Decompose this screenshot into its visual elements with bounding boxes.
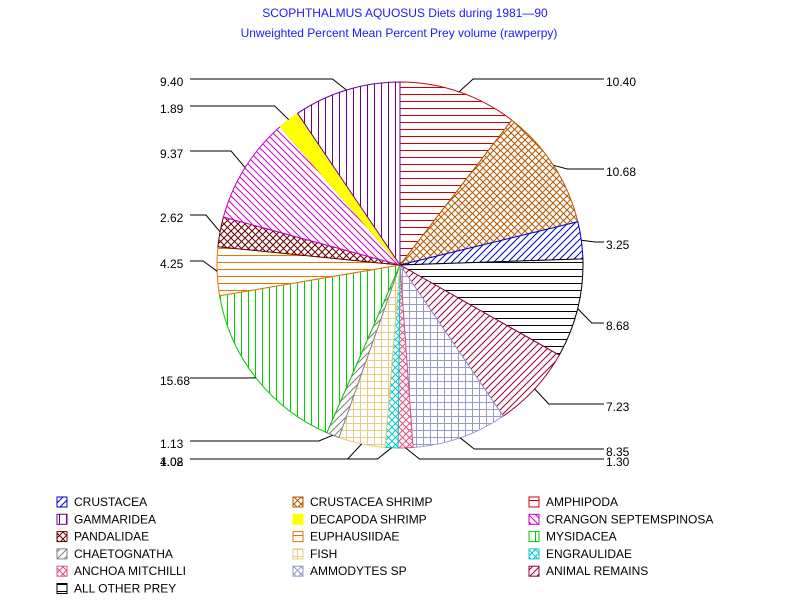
legend: CRUSTACEA CRUSTACEA SHRIMP AMPHIPODA GAMMAR… bbox=[56, 495, 713, 596]
legend-label-euphausiidae: EUPHAUSIIDAE bbox=[310, 530, 399, 544]
legend-swatch-animal-remains bbox=[528, 565, 540, 577]
legend-swatch-amphipoda bbox=[528, 496, 540, 508]
value-label-crangon-septemspinosa: 9.37 bbox=[160, 147, 184, 161]
value-label-ammodytes-sp: 8.35 bbox=[606, 445, 630, 459]
slice-leader-lines bbox=[190, 78, 604, 460]
leader-line-engraulidae bbox=[190, 447, 392, 460]
legend-label-chaetognatha: CHAETOGNATHA bbox=[74, 547, 173, 561]
leader-line-fish bbox=[190, 443, 363, 460]
slice-crustacea-shrimp bbox=[398, 119, 579, 266]
legend-swatch-gammaridea bbox=[56, 513, 68, 525]
legend-item-decapoda-shrimp: DECAPODA SHRIMP bbox=[292, 512, 427, 526]
legend-label-animal-remains: ANIMAL REMAINS bbox=[546, 564, 648, 578]
legend-swatch-decapoda-shrimp bbox=[292, 513, 304, 525]
legend-item-euphausiidae: EUPHAUSIIDAE bbox=[292, 530, 399, 544]
slice-value-labels: 10.40 10.68 3.25 8.68 7.23 8.351.30 1.084.02 1.… bbox=[160, 75, 636, 469]
legend-item-fish: FISH bbox=[292, 547, 337, 561]
legend-item-pandalidae: PANDALIDAE bbox=[56, 530, 149, 544]
value-label-crustacea: 3.25 bbox=[606, 238, 630, 252]
pie-slices bbox=[216, 81, 584, 449]
legend-swatch-crustacea bbox=[56, 496, 68, 508]
leader-line-all-other-prey bbox=[577, 308, 604, 324]
legend-label-engraulidae: ENGRAULIDAE bbox=[546, 547, 632, 561]
leader-line-decapoda-shrimp bbox=[190, 105, 290, 121]
legend-label-ammodytes-sp: AMMODYTES SP bbox=[310, 564, 407, 578]
legend-swatch-euphausiidae bbox=[292, 531, 304, 543]
legend-label-anchoa-mitchilli: ANCHOA MITCHILLI bbox=[74, 564, 186, 578]
value-label-all-other-prey: 8.68 bbox=[606, 319, 630, 333]
legend-label-fish: FISH bbox=[310, 547, 337, 561]
legend-label-crustacea: CRUSTACEA bbox=[74, 495, 147, 509]
legend-swatch-chaetognatha bbox=[56, 548, 68, 560]
value-label-amphipoda: 10.40 bbox=[606, 75, 636, 89]
legend-item-crustacea-shrimp: CRUSTACEA SHRIMP bbox=[292, 495, 432, 509]
legend-swatch-engraulidae bbox=[528, 548, 540, 560]
leader-line-anchoa-mitchilli bbox=[405, 447, 604, 460]
legend-swatch-crustacea-shrimp bbox=[292, 496, 304, 508]
leader-line-ammodytes-sp bbox=[459, 437, 604, 450]
legend-label-crustacea-shrimp: CRUSTACEA SHRIMP bbox=[310, 495, 432, 509]
legend-item-anchoa-mitchilli: ANCHOA MITCHILLI bbox=[56, 564, 186, 578]
value-label-chaetognatha: 1.13 bbox=[160, 437, 184, 451]
value-label-mysidacea: 15.68 bbox=[160, 374, 190, 388]
slice-mysidacea bbox=[219, 264, 401, 434]
leader-line-crustacea bbox=[581, 239, 604, 243]
legend-swatch-crangon-septemspinosa bbox=[528, 513, 540, 525]
value-label-pandalidae: 2.62 bbox=[160, 211, 184, 225]
legend-swatch-mysidacea bbox=[528, 531, 540, 543]
legend-item-amphipoda: AMPHIPODA bbox=[528, 495, 618, 509]
legend-item-crangon-septemspinosa: CRANGON SEPTEMSPINOSA bbox=[528, 512, 713, 526]
leader-line-euphausiidae bbox=[190, 260, 218, 272]
leader-line-gammaridea bbox=[190, 78, 347, 91]
value-label-crustacea-shrimp: 10.68 bbox=[606, 165, 636, 179]
value-label-animal-remains: 7.23 bbox=[606, 400, 630, 414]
legend-item-gammaridea: GAMMARIDEA bbox=[56, 512, 156, 526]
leader-line-animal-remains bbox=[534, 388, 604, 405]
legend-item-ammodytes-sp: AMMODYTES SP bbox=[292, 564, 407, 578]
value-label-gammaridea: 9.40 bbox=[160, 75, 184, 89]
legend-item-crustacea: CRUSTACEA bbox=[56, 495, 147, 509]
chart-subtitle: Unweighted Percent Mean Percent Prey vol… bbox=[241, 26, 558, 40]
value-label-fish: 4.02 bbox=[160, 455, 184, 469]
legend-label-amphipoda: AMPHIPODA bbox=[546, 495, 618, 509]
leader-line-crangon-septemspinosa bbox=[190, 150, 246, 168]
leader-line-amphipoda bbox=[458, 78, 604, 93]
legend-item-engraulidae: ENGRAULIDAE bbox=[528, 547, 632, 561]
legend-label-gammaridea: GAMMARIDEA bbox=[74, 512, 156, 526]
legend-item-all-other-prey: ALL OTHER PREY bbox=[56, 582, 176, 596]
legend-label-mysidacea: MYSIDACEA bbox=[546, 530, 617, 544]
value-label-decapoda-shrimp: 1.89 bbox=[160, 102, 184, 116]
value-label-engraulidae: 1.08 bbox=[160, 455, 184, 469]
slice-gammaridea bbox=[296, 81, 401, 267]
legend-label-decapoda-shrimp: DECAPODA SHRIMP bbox=[310, 512, 427, 526]
legend-label-crangon-septemspinosa: CRANGON SEPTEMSPINOSA bbox=[546, 512, 713, 526]
legend-item-animal-remains: ANIMAL REMAINS bbox=[528, 564, 648, 578]
legend-swatch-anchoa-mitchilli bbox=[56, 565, 68, 577]
chart-title: SCOPHTHALMUS AQUOSUS Diets during 1981—9… bbox=[262, 6, 548, 20]
legend-swatch-fish bbox=[292, 548, 304, 560]
value-label-anchoa-mitchilli: 1.30 bbox=[606, 455, 630, 469]
legend-item-mysidacea: MYSIDACEA bbox=[528, 530, 617, 544]
legend-swatch-pandalidae bbox=[56, 531, 68, 543]
leader-line-pandalidae bbox=[190, 214, 221, 233]
leader-line-crustacea-shrimp bbox=[553, 164, 604, 170]
leader-line-chaetognatha bbox=[190, 434, 334, 442]
legend-swatch-all-other-prey bbox=[56, 583, 68, 594]
slice-all-other-prey bbox=[398, 258, 584, 356]
legend-item-chaetognatha: CHAETOGNATHA bbox=[56, 547, 173, 561]
slice-ammodytes-sp bbox=[399, 263, 504, 449]
legend-swatch-ammodytes-sp bbox=[292, 565, 304, 577]
legend-label-all-other-prey: ALL OTHER PREY bbox=[74, 582, 176, 596]
slice-amphipoda bbox=[399, 81, 513, 267]
value-label-euphausiidae: 4.25 bbox=[160, 257, 184, 271]
legend-label-pandalidae: PANDALIDAE bbox=[74, 530, 149, 544]
